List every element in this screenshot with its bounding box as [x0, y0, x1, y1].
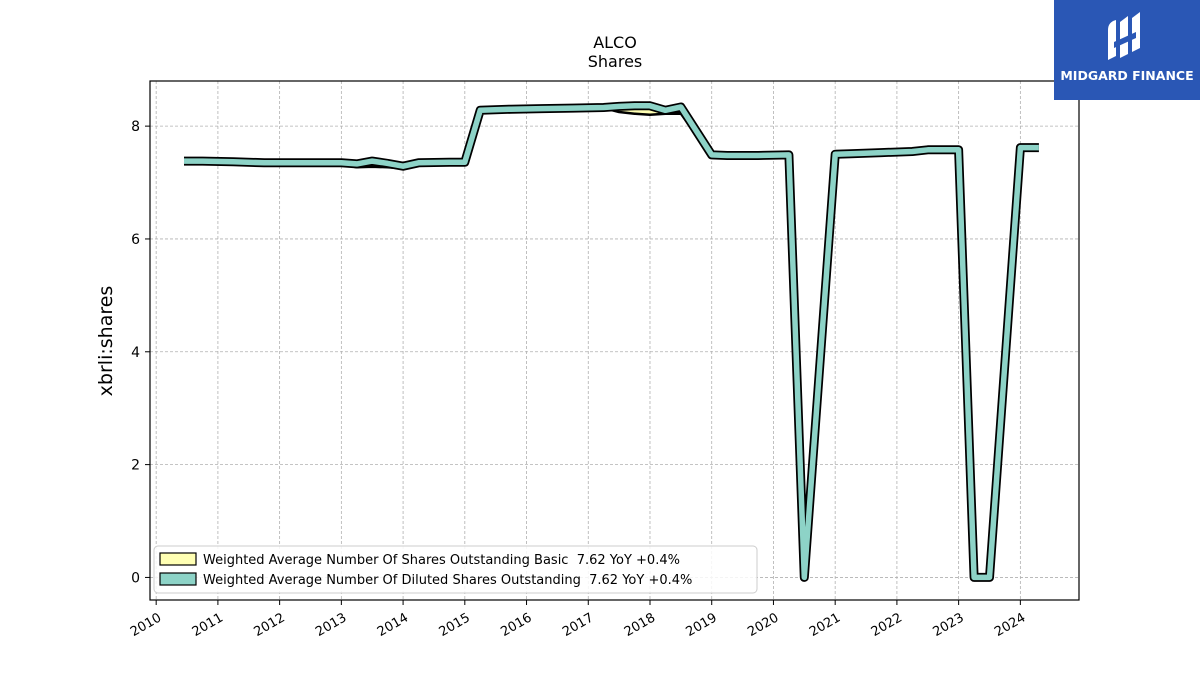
y-axis-label: xbrli:shares	[95, 286, 117, 397]
x-tick-label: 2018	[622, 610, 658, 640]
legend-swatch-basic	[159, 552, 197, 566]
x-tick-label: 2020	[745, 610, 781, 640]
y-tick-label: 2	[131, 458, 140, 474]
midgard-logo-icon	[1108, 12, 1140, 60]
y-axis-ticks: 0 2 4 6 8	[131, 119, 150, 586]
y-tick-label: 6	[131, 232, 140, 248]
x-axis-ticks: 2010 2011 2012 2013 2014 2015 2016 2017 2018 2019…	[128, 600, 1028, 640]
x-tick-label: 2019	[684, 610, 720, 640]
legend-swatch-diluted	[159, 572, 197, 586]
brand-logo: MIDGARD FINANCE	[1054, 0, 1200, 100]
y-tick-label: 0	[131, 570, 140, 586]
series-outline-diluted	[184, 101, 1039, 582]
plot-frame	[149, 80, 1080, 601]
legend-label-basic: Weighted Average Number Of Shares Outsta…	[203, 553, 680, 568]
x-tick-label: 2023	[930, 610, 966, 640]
x-tick-label: 2015	[437, 610, 473, 640]
x-tick-label: 2013	[313, 610, 349, 640]
x-tick-label: 2010	[128, 610, 164, 640]
legend-box	[153, 545, 758, 594]
x-tick-label: 2016	[498, 610, 534, 640]
grid	[150, 81, 1079, 600]
x-tick-label: 2017	[560, 610, 596, 640]
legend: Weighted Average Number Of Shares Outsta…	[153, 545, 758, 594]
chart-subtitle: Shares	[588, 52, 643, 71]
band-between-series	[184, 105, 1039, 578]
x-tick-label: 2021	[807, 610, 843, 640]
series-line-basic	[183, 106, 1039, 579]
x-tick-label: 2014	[375, 610, 411, 640]
x-tick-label: 2022	[869, 610, 905, 640]
y-tick-label: 4	[131, 345, 140, 361]
y-tick-label: 8	[131, 119, 140, 135]
series-lines	[183, 101, 1039, 582]
legend-label-diluted: Weighted Average Number Of Diluted Share…	[203, 573, 692, 588]
series-line-diluted	[184, 103, 1039, 581]
chart-title: ALCO	[593, 33, 637, 52]
brand-name: MIDGARD FINANCE	[1060, 68, 1194, 83]
x-tick-label: 2024	[992, 610, 1028, 640]
x-tick-label: 2011	[190, 610, 226, 640]
x-tick-label: 2012	[251, 610, 287, 640]
